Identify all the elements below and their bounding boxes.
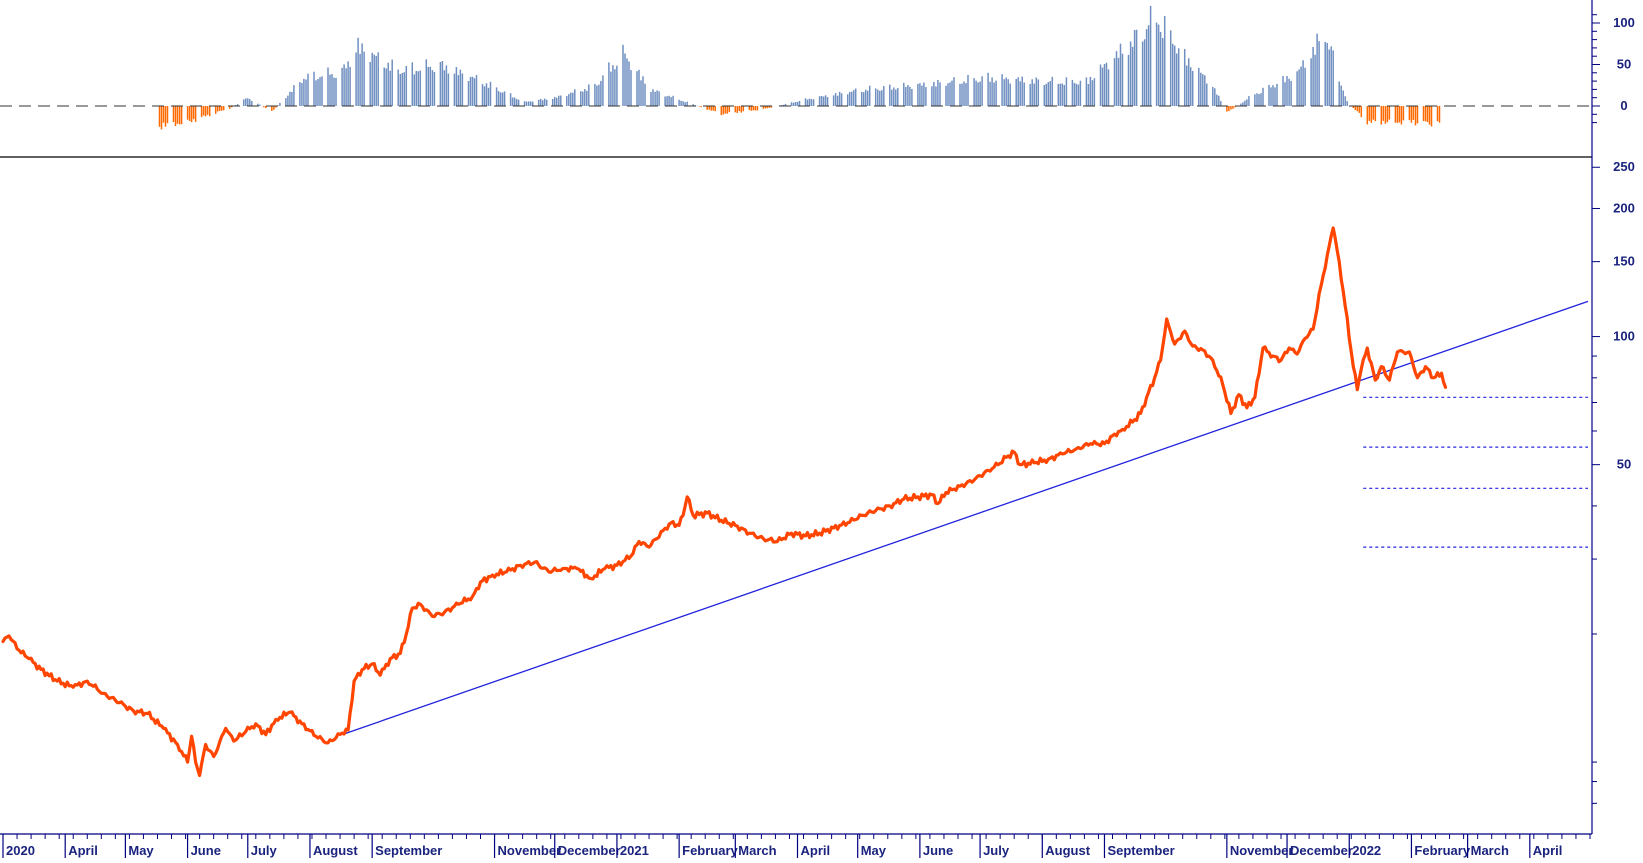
oscillator-y-tick-label: 100	[1613, 15, 1635, 30]
x-tick-label: 2020	[6, 843, 35, 858]
x-tick-label: August	[1045, 843, 1090, 858]
x-tick-label: November	[498, 843, 562, 858]
oscillator-y-tick-label: 50	[1617, 57, 1631, 72]
x-tick-label: November	[1230, 843, 1294, 858]
trendline	[341, 300, 1589, 736]
x-tick-label: September	[375, 843, 442, 858]
x-tick-label: February	[682, 843, 738, 858]
price-panel	[1, 226, 1589, 778]
x-tick-label: April	[801, 843, 831, 858]
price-y-tick-label: 50	[1617, 457, 1631, 472]
price-y-tick-label: 250	[1613, 159, 1635, 174]
x-tick-label: June	[191, 843, 221, 858]
x-tick-label: July	[251, 843, 278, 858]
price-y-tick-label: 200	[1613, 200, 1635, 215]
x-tick-label: August	[313, 843, 358, 858]
price-y-tick-label: 100	[1613, 329, 1635, 344]
x-tick-label: March	[1471, 843, 1509, 858]
x-tick-label: September	[1107, 843, 1174, 858]
x-tick-label: March	[738, 843, 776, 858]
x-tick-label: June	[923, 843, 953, 858]
oscillator-y-tick-label: 0	[1620, 98, 1627, 113]
x-tick-label: May	[861, 843, 887, 858]
x-tick-label: 2022	[1352, 843, 1381, 858]
x-tick-label: February	[1414, 843, 1470, 858]
x-tick-label: May	[128, 843, 154, 858]
x-tick-label: December	[558, 843, 621, 858]
price-line	[1, 226, 1448, 778]
x-tick-label: April	[1533, 843, 1563, 858]
x-tick-label: July	[983, 843, 1010, 858]
oscillator-panel	[0, 5, 1592, 130]
price-y-tick-label: 150	[1613, 254, 1635, 269]
x-tick-label: 2021	[620, 843, 649, 858]
x-tick-label: April	[68, 843, 98, 858]
x-tick-label: December	[1290, 843, 1353, 858]
